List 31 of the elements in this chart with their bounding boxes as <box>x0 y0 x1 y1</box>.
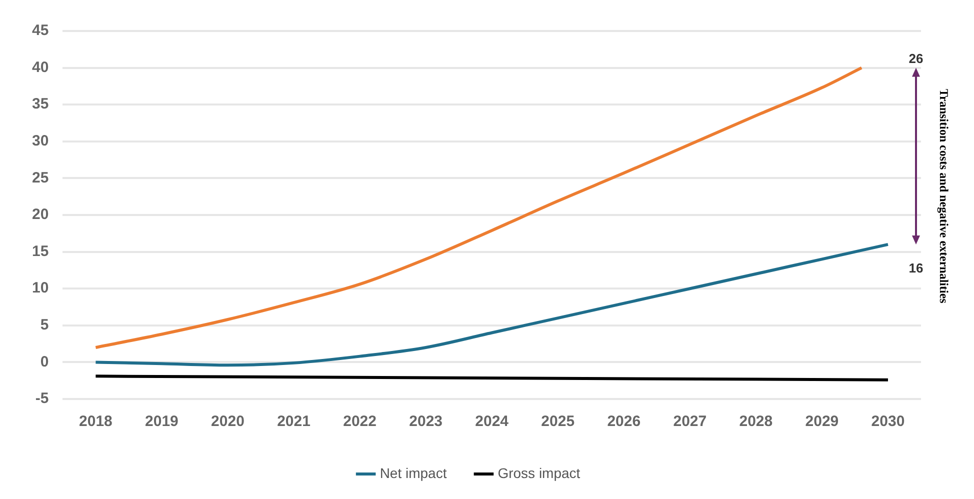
y-tick-label: 30 <box>32 132 49 150</box>
annotation: 26 <box>908 50 924 66</box>
x-tick-label: 2028 <box>739 413 773 430</box>
legend-label: Gross impact <box>498 464 580 481</box>
annotation: 16 <box>908 260 924 276</box>
x-tick-label: 2029 <box>805 413 839 430</box>
y-tick-label: -5 <box>35 390 49 408</box>
x-tick-label: 2025 <box>541 413 575 430</box>
x-tick-label: 2019 <box>145 413 178 430</box>
y-tick-label: 15 <box>32 242 49 260</box>
x-tick-label: 2030 <box>871 413 905 430</box>
x-tick-label: 2023 <box>409 413 443 430</box>
y-tick-label: 25 <box>32 169 49 186</box>
text: Transition costs and negative externalities <box>936 88 951 304</box>
y-tick-label: 40 <box>32 58 49 76</box>
y-tick-label: 10 <box>32 280 49 297</box>
x-tick-label: 2020 <box>211 413 244 430</box>
y-tick-label: 0 <box>40 353 49 370</box>
x-tick-label: 2022 <box>343 413 376 430</box>
x-tick-label: 2018 <box>79 413 112 430</box>
x-tick-label: 2026 <box>607 413 641 430</box>
y-tick-label: 20 <box>32 206 49 224</box>
x-tick-label: 2027 <box>673 413 707 430</box>
legend-label: Net impact <box>380 464 447 481</box>
y-tick-label: 5 <box>40 316 49 334</box>
line-series <box>94 242 890 367</box>
line-series <box>94 66 864 349</box>
y-tick-label: 35 <box>32 96 49 113</box>
y-tick-label: 45 <box>32 22 49 40</box>
x-tick-label: 2024 <box>475 413 510 430</box>
x-tick-label: 2021 <box>277 413 310 430</box>
